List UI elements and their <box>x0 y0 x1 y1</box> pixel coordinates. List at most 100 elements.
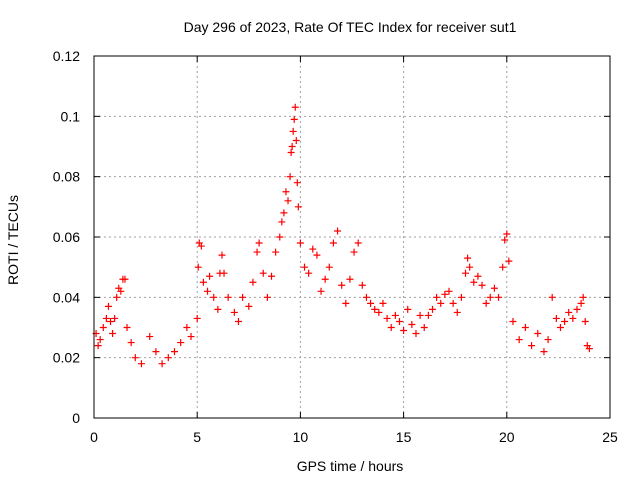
data-point <box>127 339 135 347</box>
data-point <box>412 330 420 338</box>
data-point <box>109 330 117 338</box>
data-point <box>253 248 261 256</box>
data-point <box>107 317 115 325</box>
data-point <box>204 287 212 295</box>
data-point <box>466 263 474 271</box>
data-point <box>123 324 131 331</box>
data-point <box>486 293 494 301</box>
data-point <box>474 272 482 280</box>
data-point <box>499 263 507 271</box>
data-point <box>291 103 299 111</box>
data-point <box>282 188 290 196</box>
data-point <box>490 284 498 292</box>
data-points <box>92 103 593 368</box>
data-point <box>276 233 284 241</box>
data-point <box>521 324 529 331</box>
data-point <box>350 248 358 256</box>
data-point <box>509 317 517 325</box>
chart-title: Day 296 of 2023, Rate Of TEC Index for r… <box>184 19 517 35</box>
plot-frame <box>93 55 611 419</box>
data-point <box>255 239 263 247</box>
data-point <box>164 354 172 362</box>
data-point <box>420 324 428 331</box>
data-point <box>354 239 362 247</box>
data-point <box>515 336 523 344</box>
data-point <box>218 251 226 259</box>
data-point <box>224 293 232 301</box>
data-point <box>152 348 160 356</box>
data-point <box>194 263 202 271</box>
data-point <box>183 324 191 331</box>
data-point <box>334 227 342 235</box>
data-point <box>565 308 573 316</box>
data-point <box>293 179 301 187</box>
data-point <box>214 305 222 313</box>
data-point <box>453 308 461 316</box>
data-point <box>117 287 125 295</box>
data-point <box>346 275 354 283</box>
data-point <box>121 275 129 283</box>
x-axis-label: GPS time / hours <box>297 458 404 474</box>
data-point <box>289 127 297 135</box>
data-point <box>301 263 309 271</box>
data-point <box>478 281 486 289</box>
data-point <box>284 197 292 205</box>
data-point <box>170 348 178 356</box>
data-point <box>548 293 556 301</box>
data-point <box>278 218 286 226</box>
data-point <box>104 302 112 310</box>
y-tick-label: 0.02 <box>53 350 80 366</box>
y-tick-label: 0 <box>72 410 80 426</box>
y-axis-label: ROTI / TECUs <box>5 195 21 285</box>
data-point <box>362 293 370 301</box>
data-point <box>569 314 577 322</box>
data-point <box>573 305 581 313</box>
data-point <box>464 254 472 262</box>
y-tick-label: 0.04 <box>53 289 80 305</box>
data-point <box>534 330 542 338</box>
data-point <box>462 269 470 277</box>
data-point <box>371 305 379 313</box>
data-point <box>556 324 564 331</box>
data-point <box>325 263 333 271</box>
data-point <box>391 311 399 319</box>
data-point <box>416 311 424 319</box>
data-point <box>577 299 585 307</box>
data-point <box>245 302 253 310</box>
y-tick-labels: 0 0.02 0.04 0.06 0.08 0.1 0.12 <box>53 48 80 426</box>
data-point <box>501 236 509 244</box>
x-tick-label: 20 <box>499 429 515 445</box>
data-point <box>400 327 408 335</box>
data-point <box>313 251 321 259</box>
data-point <box>94 342 102 350</box>
data-point <box>206 272 214 280</box>
data-point <box>210 293 218 301</box>
x-tick-label: 15 <box>396 429 412 445</box>
data-point <box>286 173 294 181</box>
x-tick-labels: 0 5 10 15 20 25 <box>90 429 618 445</box>
data-point <box>552 314 560 322</box>
data-point <box>375 308 383 316</box>
data-point <box>449 299 457 307</box>
x-tick-label: 0 <box>90 429 98 445</box>
data-point <box>342 299 350 307</box>
data-point <box>280 209 288 217</box>
data-point <box>387 324 395 331</box>
data-point <box>482 299 490 307</box>
data-point <box>309 245 317 253</box>
data-point <box>287 149 295 157</box>
data-point <box>579 293 587 301</box>
data-point <box>540 348 548 356</box>
data-point <box>544 336 552 344</box>
x-tick-label: 5 <box>193 429 201 445</box>
data-point <box>131 354 139 362</box>
data-point <box>268 272 276 280</box>
data-point <box>379 299 387 307</box>
data-point <box>495 293 503 301</box>
data-point <box>296 239 304 247</box>
data-point <box>317 287 325 295</box>
x-tick-label: 25 <box>602 429 618 445</box>
data-point <box>441 290 449 298</box>
data-point <box>146 333 154 341</box>
